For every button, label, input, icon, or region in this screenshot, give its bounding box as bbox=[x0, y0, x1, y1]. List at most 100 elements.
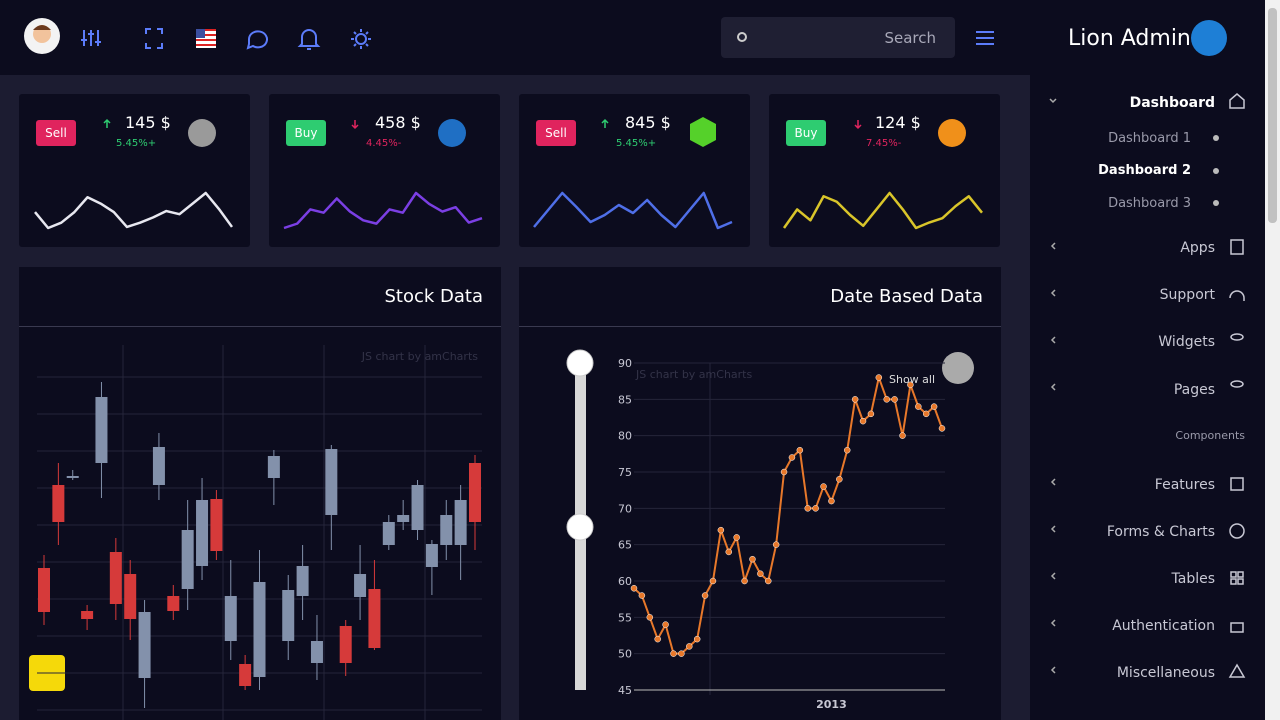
menu-item[interactable]: Tables bbox=[1171, 571, 1216, 587]
point bbox=[828, 497, 835, 505]
candle-body bbox=[224, 596, 237, 641]
point bbox=[875, 374, 883, 381]
point bbox=[796, 446, 804, 454]
point bbox=[725, 548, 733, 556]
y-tick-label: 75 bbox=[618, 466, 632, 479]
candle-body bbox=[310, 641, 323, 663]
price: 845 $ bbox=[625, 113, 671, 132]
price: 458 $ bbox=[375, 113, 421, 132]
point bbox=[709, 577, 717, 585]
point bbox=[907, 381, 914, 389]
coin-icon bbox=[438, 119, 466, 147]
search-box[interactable]: Search bbox=[721, 17, 955, 58]
y-tick-label: 70 bbox=[618, 502, 632, 515]
scroll-thumb[interactable] bbox=[1268, 8, 1277, 223]
menu-button[interactable] bbox=[942, 352, 974, 384]
series-line bbox=[782, 191, 983, 230]
candle-body bbox=[382, 522, 395, 545]
coin-icon bbox=[188, 119, 216, 147]
candle-body bbox=[95, 397, 108, 463]
menu-item[interactable]: Dashboard bbox=[1129, 95, 1215, 111]
y-tick-label: 60 bbox=[618, 575, 632, 588]
point bbox=[851, 396, 859, 403]
menu-item[interactable]: Features bbox=[1154, 477, 1215, 493]
candle-body bbox=[253, 582, 266, 677]
series-line bbox=[283, 191, 483, 230]
action-badge[interactable]: Buy bbox=[786, 120, 826, 146]
y-tick-label: 65 bbox=[618, 539, 632, 552]
candle-body bbox=[267, 456, 280, 478]
point bbox=[757, 570, 764, 577]
panel-title: Stock Data bbox=[384, 286, 483, 307]
candle-body bbox=[210, 499, 223, 551]
candle-body bbox=[239, 664, 252, 686]
coin-icon bbox=[690, 117, 716, 147]
trend-arrows bbox=[103, 118, 862, 130]
slider-grip[interactable] bbox=[566, 513, 594, 541]
menu-icons bbox=[1228, 93, 1246, 678]
submenu-item[interactable]: Dashboard 1 bbox=[1108, 131, 1191, 146]
point bbox=[701, 592, 709, 599]
y-tick-label: 90 bbox=[618, 357, 632, 370]
submenu-item[interactable]: Dashboard 3 bbox=[1108, 196, 1191, 211]
candle-body bbox=[411, 485, 424, 530]
point bbox=[765, 577, 772, 585]
point bbox=[662, 621, 669, 628]
y-tick-label: 55 bbox=[618, 611, 632, 624]
change: 7.45%- bbox=[866, 138, 902, 149]
price: 124 $ bbox=[875, 113, 921, 132]
point bbox=[749, 555, 756, 563]
point bbox=[804, 505, 811, 512]
menu-item[interactable]: Authentication bbox=[1112, 618, 1215, 634]
menu-item[interactable]: Miscellaneous bbox=[1116, 665, 1215, 681]
series-line bbox=[533, 191, 733, 230]
candle-body bbox=[152, 447, 165, 485]
point bbox=[859, 417, 867, 425]
submenu-item[interactable]: Dashboard 2 bbox=[1098, 163, 1191, 178]
menu-item[interactable]: Support bbox=[1159, 287, 1215, 303]
show-all-button[interactable]: Show all bbox=[889, 373, 935, 386]
series-line bbox=[633, 376, 943, 655]
point bbox=[812, 505, 819, 512]
candle-body bbox=[196, 500, 209, 566]
point bbox=[922, 410, 930, 418]
point bbox=[693, 635, 701, 643]
card: Sell 145 $ 5.45%+ bbox=[19, 94, 250, 247]
point bbox=[733, 534, 740, 541]
menu-item[interactable]: Apps bbox=[1180, 240, 1215, 256]
point bbox=[891, 396, 898, 403]
candle-body bbox=[38, 568, 50, 612]
candle-body bbox=[339, 626, 352, 663]
action-badge[interactable]: Sell bbox=[36, 120, 76, 146]
action-badge[interactable]: Sell bbox=[536, 120, 576, 146]
slider-grip[interactable] bbox=[566, 349, 594, 377]
x-tick-label: 2013 bbox=[816, 698, 847, 711]
point bbox=[836, 476, 843, 483]
point bbox=[899, 432, 906, 439]
change: 4.45%- bbox=[366, 138, 402, 149]
menu-item[interactable]: Pages bbox=[1173, 382, 1215, 398]
coin-icon bbox=[938, 119, 966, 147]
header-icons[interactable] bbox=[81, 28, 994, 50]
point bbox=[780, 468, 788, 476]
menu-section: Components bbox=[1175, 429, 1245, 442]
chevrons bbox=[1049, 98, 1057, 674]
candle-body bbox=[454, 500, 467, 545]
flag-stripes bbox=[196, 29, 216, 46]
divider bbox=[519, 326, 1001, 327]
card: Sell 845 $ 5.45%+ bbox=[519, 94, 750, 247]
candle-body bbox=[109, 552, 122, 604]
y-tick-label: 80 bbox=[618, 430, 632, 443]
menu-item[interactable]: Forms & Charts bbox=[1106, 524, 1215, 540]
candle-body bbox=[181, 530, 194, 589]
point bbox=[646, 614, 654, 621]
point bbox=[717, 526, 725, 534]
chart-credit: JS chart by amCharts bbox=[361, 350, 478, 363]
point bbox=[654, 635, 661, 643]
menu-item[interactable]: Widgets bbox=[1158, 334, 1215, 350]
candle-body bbox=[124, 574, 137, 619]
brand-logo bbox=[1191, 20, 1227, 56]
action-badge[interactable]: Buy bbox=[286, 120, 326, 146]
panel: Date Based Data bbox=[519, 267, 1001, 720]
